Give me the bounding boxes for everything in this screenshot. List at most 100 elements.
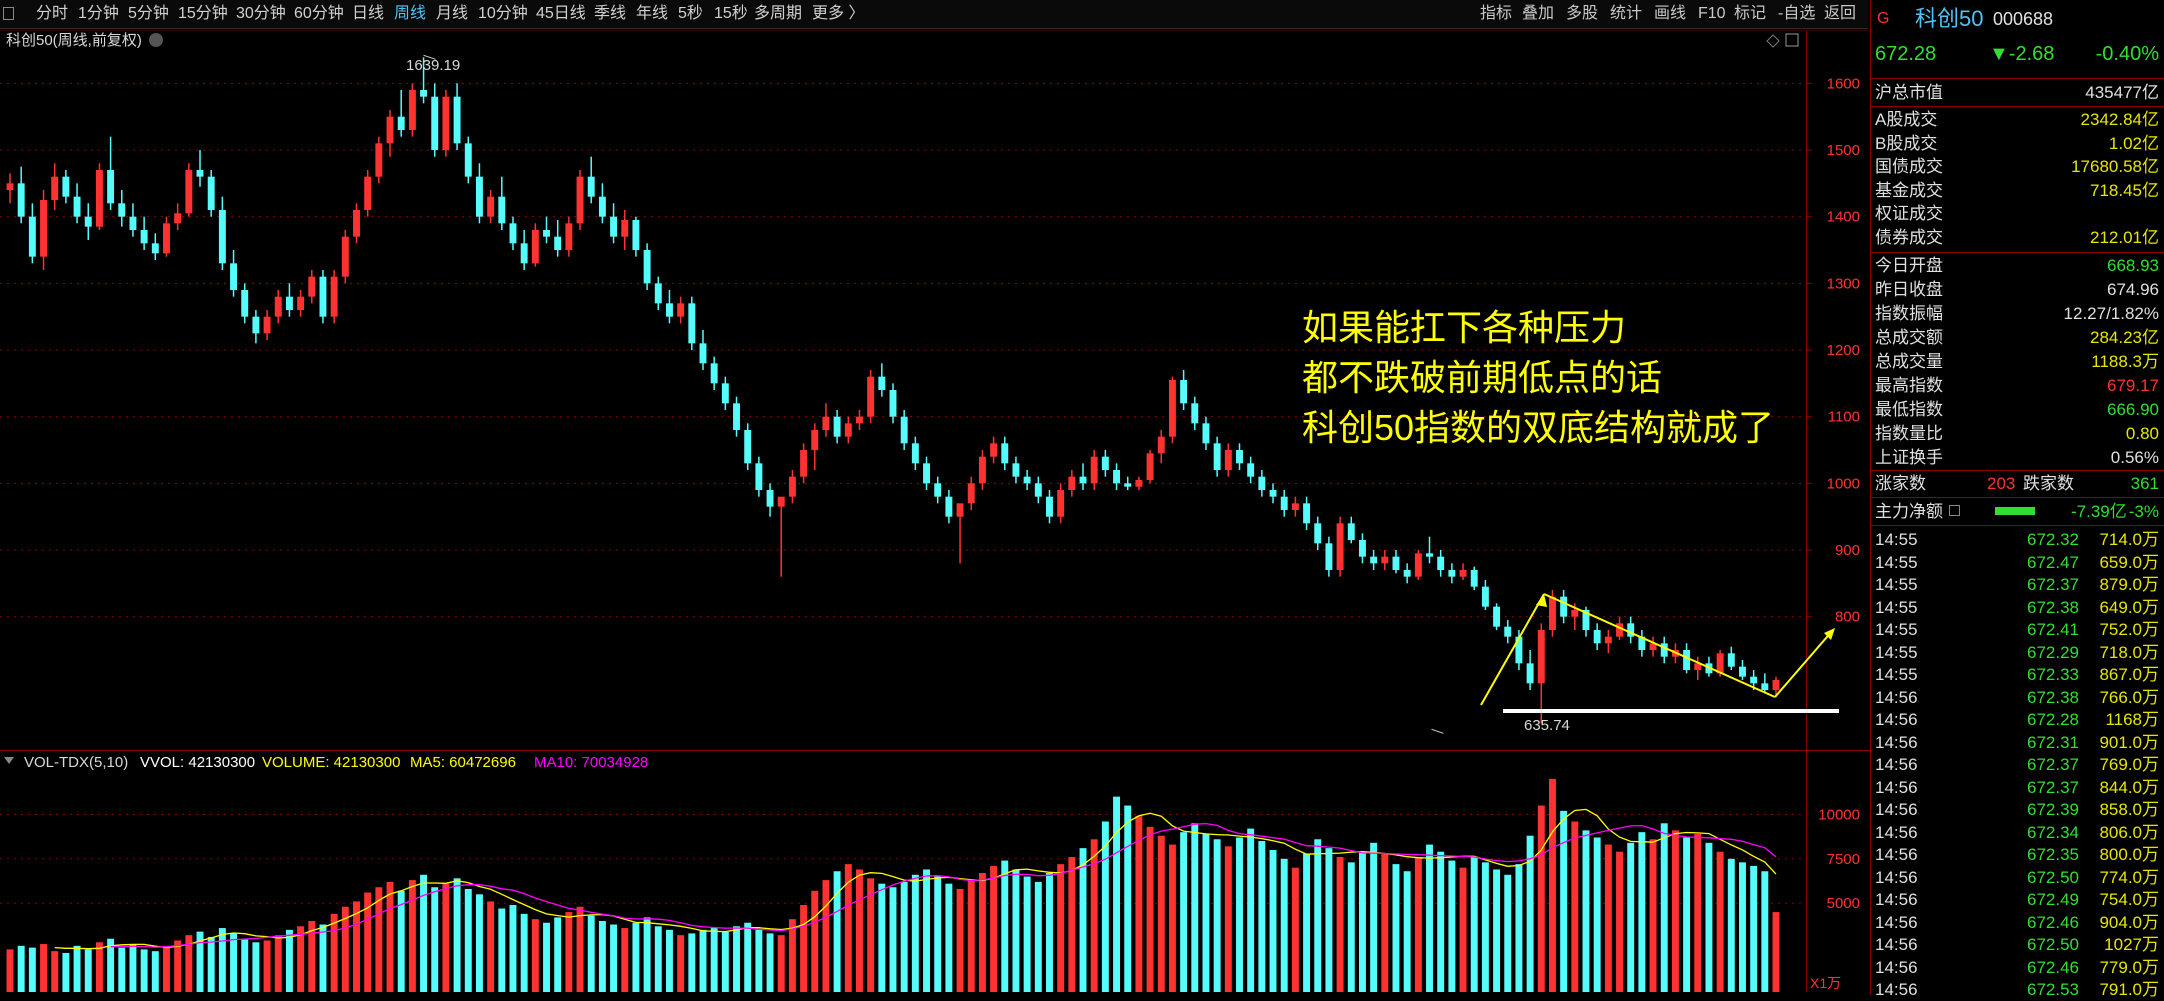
price-tick-label: 1100 [1828,409,1860,426]
annotation-line-1: 如果能扛下各种压力 [1302,307,1626,348]
period-tab-3[interactable]: 15分钟 [178,5,228,22]
chart-labels: 科创50(周线,前复权) 1639.19 635.74 如果能扛下各种压力 都不… [4,31,1841,991]
period-tab-0[interactable]: 分时 [36,5,69,22]
period-tab-4[interactable]: 30分钟 [236,5,286,22]
volume-bar [1493,869,1501,992]
toolbar-button-3[interactable]: 统计 [1610,5,1643,22]
candle [710,356,718,390]
volume-bar [475,894,483,992]
volume-bar [610,924,618,992]
index-stat-row: 上证换手 0.56% [1871,446,2164,469]
candle-body [207,176,215,210]
candle-body [1537,630,1545,684]
volume-bar [163,945,170,992]
price-tick-label: 1300 [1827,275,1860,292]
period-tab-10[interactable]: 45日线 [536,5,586,22]
volume-bar [1079,848,1087,992]
window-icon[interactable] [1785,33,1799,47]
candle-body [554,236,562,250]
candle-body [364,176,372,210]
tick-row: 14:56 672.37 769.0万 [1871,753,2164,776]
volume-bar [196,931,204,992]
volume-bar [967,880,975,992]
toolbar-button-2[interactable]: 多股 [1566,5,1599,22]
volume-bar [1325,848,1333,992]
period-tab-2[interactable]: 5分钟 [128,5,169,22]
candle [1057,483,1065,524]
price-grid [0,30,1870,992]
candle [800,443,808,484]
candle [1392,550,1400,574]
toolbar-button-1[interactable]: 叠加 [1522,5,1555,22]
stat-label: 今日开盘 [1875,256,1943,275]
volume-bar [643,917,651,992]
period-tab-9[interactable]: 10分钟 [478,5,528,22]
tick-time: 14:56 [1875,935,1918,954]
candle [1314,516,1322,550]
volume-bar [1426,844,1433,992]
tick-row: 14:55 672.32 714.0万 [1871,528,2164,551]
candle [967,476,975,510]
volume-bar [1593,837,1601,992]
tick-time: 14:56 [1875,912,1918,932]
period-tab-12[interactable]: 年线 [636,5,669,22]
candle-body [1124,483,1132,487]
candle [297,290,305,317]
toolbar-button-0[interactable]: 指标 [1480,5,1513,22]
toolbar-button-7[interactable]: -自选 [1778,5,1816,22]
period-tab-13[interactable]: 5秒 [678,5,703,22]
candle-body [1638,636,1646,650]
volume-bar [1280,858,1288,992]
tick-time: 14:56 [1875,777,1918,797]
candle [654,276,662,310]
volume-tick-label: 5000 [1827,895,1860,912]
volume-bar [1236,837,1243,992]
period-tab-16[interactable]: 更多 〉 [812,5,865,22]
period-tab-5[interactable]: 60分钟 [294,5,344,22]
stat-value: 668.93 [2107,256,2159,275]
up-count-label: 涨家数 [1875,474,1926,493]
candle [397,90,405,137]
candle [185,163,193,217]
title-gear-icon[interactable] [149,33,163,47]
stat-label: 指数振幅 [1875,304,1943,323]
turnover-row: A股成交 2342.84亿 [1871,108,2164,131]
stat-label: 昨日收盘 [1875,280,1943,299]
period-tab-11[interactable]: 季线 [594,5,627,22]
volume-bar [1716,851,1724,992]
period-tab-7[interactable]: 周线 [394,5,427,22]
volume-bar [330,913,338,992]
toolbar-button-5[interactable]: F10 [1698,5,1726,22]
candle [1157,430,1165,464]
index-name[interactable]: 科创50 [1915,6,1984,31]
period-tab-15[interactable]: 多周期 [754,5,803,22]
candle-body [755,463,763,490]
toolbar-button-6[interactable]: 标记 [1734,5,1767,22]
quote-header: G 科创50 000688 [1871,4,2164,34]
volume-bar [1303,853,1311,992]
candle [900,410,908,450]
price-tick-label: 900 [1835,542,1860,559]
candle [1649,636,1657,657]
candle [1046,490,1053,524]
candle-body [1716,653,1724,674]
vol-collapse-icon[interactable] [4,757,14,764]
toolbar-button-4[interactable]: 画线 [1654,5,1687,22]
toolbar-menu-icon[interactable] [3,7,14,20]
period-tab-1[interactable]: 1分钟 [78,5,119,22]
volume-bar [833,871,841,992]
period-tab-14[interactable]: 15秒 [714,5,748,22]
candle [1336,516,1344,577]
kline-chart[interactable]: 800 900 1000 1100 1200 1300 1400 1500 1600 5000 75… [0,0,1870,994]
net-flow-list-icon[interactable] [1949,505,1960,516]
candle-body [263,316,271,334]
period-tab-8[interactable]: 月线 [436,5,469,22]
volume-bar [565,912,573,992]
panel-top [0,30,1870,31]
candle-body [17,183,25,217]
toolbar-button-8[interactable]: 返回 [1824,5,1857,22]
diamond-icon[interactable] [1766,34,1780,48]
divider [1871,106,2164,107]
tick-price: 672.37 [2027,777,2079,797]
period-tab-6[interactable]: 日线 [352,5,385,22]
